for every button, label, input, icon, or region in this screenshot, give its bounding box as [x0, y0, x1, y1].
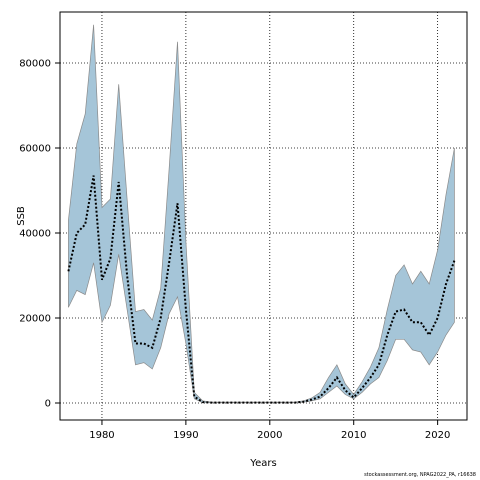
ssb-estimate-line: [67, 175, 456, 404]
x-tick-label: 1980: [89, 430, 114, 441]
confidence-band-layer: [68, 24, 455, 404]
y-axis-ticks: 0 20000 40000 60000 80000: [19, 59, 60, 410]
x-axis-label: Years: [249, 458, 276, 469]
plot-frame: [59, 11, 468, 421]
y-tick-label: 0: [45, 399, 51, 410]
x-axis-ticks: 1980 1990 2000 2010 2020: [89, 420, 450, 441]
y-tick-label: 60000: [19, 144, 51, 155]
y-tick-label: 80000: [19, 59, 51, 70]
x-tick-label: 2000: [257, 430, 282, 441]
y-tick-label: 20000: [19, 314, 51, 325]
y-axis-label: SSB: [16, 206, 27, 226]
estimate-line-layer: [67, 175, 456, 404]
x-tick-label: 2020: [425, 430, 450, 441]
y-tick-label: 40000: [19, 229, 51, 240]
confidence-band: [68, 24, 455, 404]
footer-credit: stockassessment.org, NPAG2022_PA, r16638: [364, 472, 476, 478]
x-tick-label: 1990: [173, 430, 198, 441]
x-tick-label: 2010: [341, 430, 366, 441]
